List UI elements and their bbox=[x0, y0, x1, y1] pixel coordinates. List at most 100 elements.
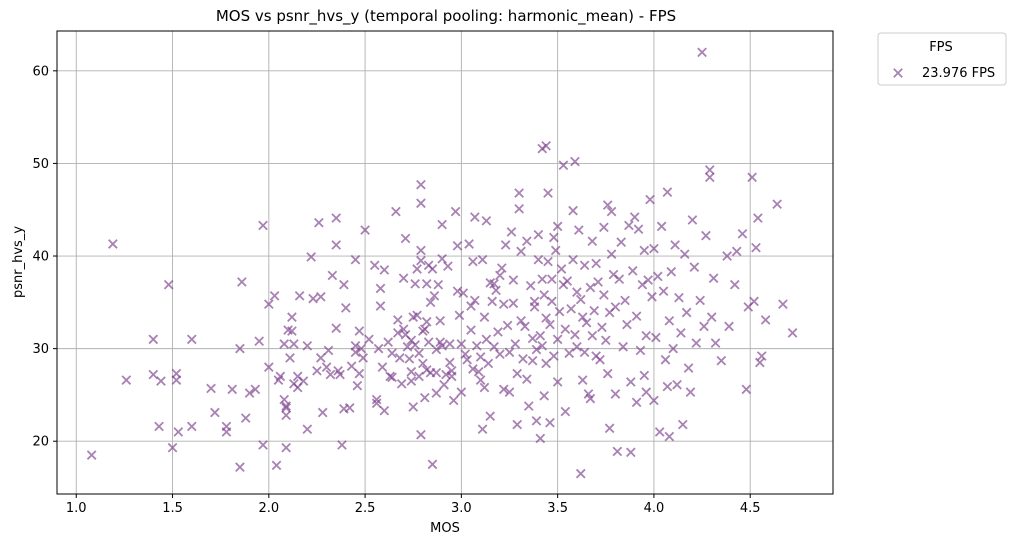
data-point bbox=[691, 338, 702, 348]
data-point bbox=[704, 172, 715, 183]
data-point bbox=[489, 278, 499, 289]
data-point bbox=[710, 338, 721, 348]
data-point bbox=[281, 401, 291, 411]
data-point bbox=[373, 343, 384, 354]
data-point bbox=[429, 290, 440, 301]
data-point bbox=[724, 321, 734, 332]
x-tick-label: 2.5 bbox=[355, 501, 376, 516]
data-point bbox=[641, 387, 652, 397]
data-point bbox=[624, 220, 634, 231]
data-point bbox=[600, 335, 611, 346]
data-point bbox=[281, 442, 291, 453]
data-point bbox=[599, 290, 609, 300]
data-point bbox=[570, 156, 580, 167]
data-point bbox=[587, 330, 598, 341]
data-point bbox=[548, 351, 559, 361]
data-point bbox=[444, 339, 455, 349]
data-point bbox=[521, 374, 532, 385]
data-point bbox=[377, 362, 388, 372]
data-point bbox=[612, 446, 623, 457]
data-point bbox=[525, 280, 536, 291]
data-point bbox=[148, 334, 159, 345]
legend-title: FPS bbox=[929, 40, 953, 55]
data-point bbox=[508, 298, 519, 309]
data-point bbox=[235, 462, 245, 472]
data-point bbox=[577, 375, 588, 385]
data-point bbox=[387, 372, 397, 383]
data-point bbox=[437, 253, 447, 264]
x-tick-label: 4.0 bbox=[644, 501, 665, 516]
data-point bbox=[279, 394, 290, 405]
data-point bbox=[339, 279, 349, 290]
data-point bbox=[602, 368, 613, 379]
data-point bbox=[749, 296, 759, 307]
data-point bbox=[491, 285, 501, 296]
data-point bbox=[302, 424, 313, 435]
data-point bbox=[687, 215, 698, 225]
data-point bbox=[587, 236, 598, 247]
data-point bbox=[416, 179, 426, 190]
data-point bbox=[529, 302, 540, 312]
data-point bbox=[631, 397, 642, 408]
data-point bbox=[421, 278, 432, 289]
data-point bbox=[86, 450, 97, 460]
data-point bbox=[516, 246, 526, 257]
data-point bbox=[558, 160, 569, 171]
data-point bbox=[360, 225, 370, 235]
data-point bbox=[331, 213, 342, 223]
data-point bbox=[533, 254, 544, 265]
data-point bbox=[410, 278, 420, 289]
data-point bbox=[244, 388, 255, 398]
data-point bbox=[554, 306, 565, 317]
x-axis-ticks: 1.0 1.5 2.0 2.5 3.0 3.5 4.0 4.5 bbox=[66, 494, 761, 516]
data-point bbox=[452, 240, 463, 251]
data-point bbox=[468, 364, 478, 374]
data-point bbox=[173, 427, 184, 437]
data-point bbox=[416, 255, 426, 266]
data-point bbox=[564, 348, 575, 359]
data-point bbox=[235, 343, 245, 354]
data-point bbox=[778, 299, 788, 310]
data-point bbox=[649, 395, 659, 406]
data-point bbox=[631, 311, 642, 322]
data-point bbox=[618, 341, 628, 352]
data-point bbox=[406, 366, 417, 377]
data-point bbox=[279, 339, 290, 349]
data-point bbox=[527, 355, 538, 366]
data-point bbox=[489, 341, 499, 352]
x-tick-label: 3.5 bbox=[547, 501, 568, 516]
data-point bbox=[431, 367, 442, 378]
x-tick-label: 3.0 bbox=[451, 501, 472, 516]
data-point bbox=[541, 358, 551, 369]
data-point bbox=[622, 319, 632, 330]
data-point bbox=[756, 351, 767, 361]
data-point bbox=[308, 293, 318, 304]
data-point bbox=[483, 358, 494, 369]
data-point bbox=[639, 245, 650, 256]
data-point bbox=[281, 403, 291, 413]
data-point bbox=[552, 377, 563, 387]
data-point bbox=[383, 337, 394, 347]
data-point bbox=[495, 349, 505, 360]
data-point bbox=[521, 236, 532, 247]
data-point bbox=[685, 387, 696, 397]
data-point bbox=[747, 172, 757, 183]
data-point bbox=[258, 220, 268, 231]
data-point bbox=[681, 307, 692, 318]
data-point bbox=[593, 277, 603, 287]
data-point bbox=[654, 427, 665, 437]
data-point bbox=[506, 227, 517, 237]
data-point bbox=[466, 301, 476, 311]
data-point bbox=[495, 270, 505, 281]
data-point bbox=[460, 349, 471, 360]
data-point bbox=[543, 188, 553, 198]
data-point bbox=[287, 326, 297, 336]
data-point bbox=[416, 198, 426, 209]
data-point bbox=[656, 221, 667, 232]
data-point bbox=[448, 395, 459, 406]
data-point bbox=[227, 384, 238, 395]
data-point bbox=[344, 403, 355, 413]
data-point bbox=[433, 279, 444, 290]
data-point bbox=[446, 371, 457, 382]
data-point bbox=[427, 459, 438, 470]
